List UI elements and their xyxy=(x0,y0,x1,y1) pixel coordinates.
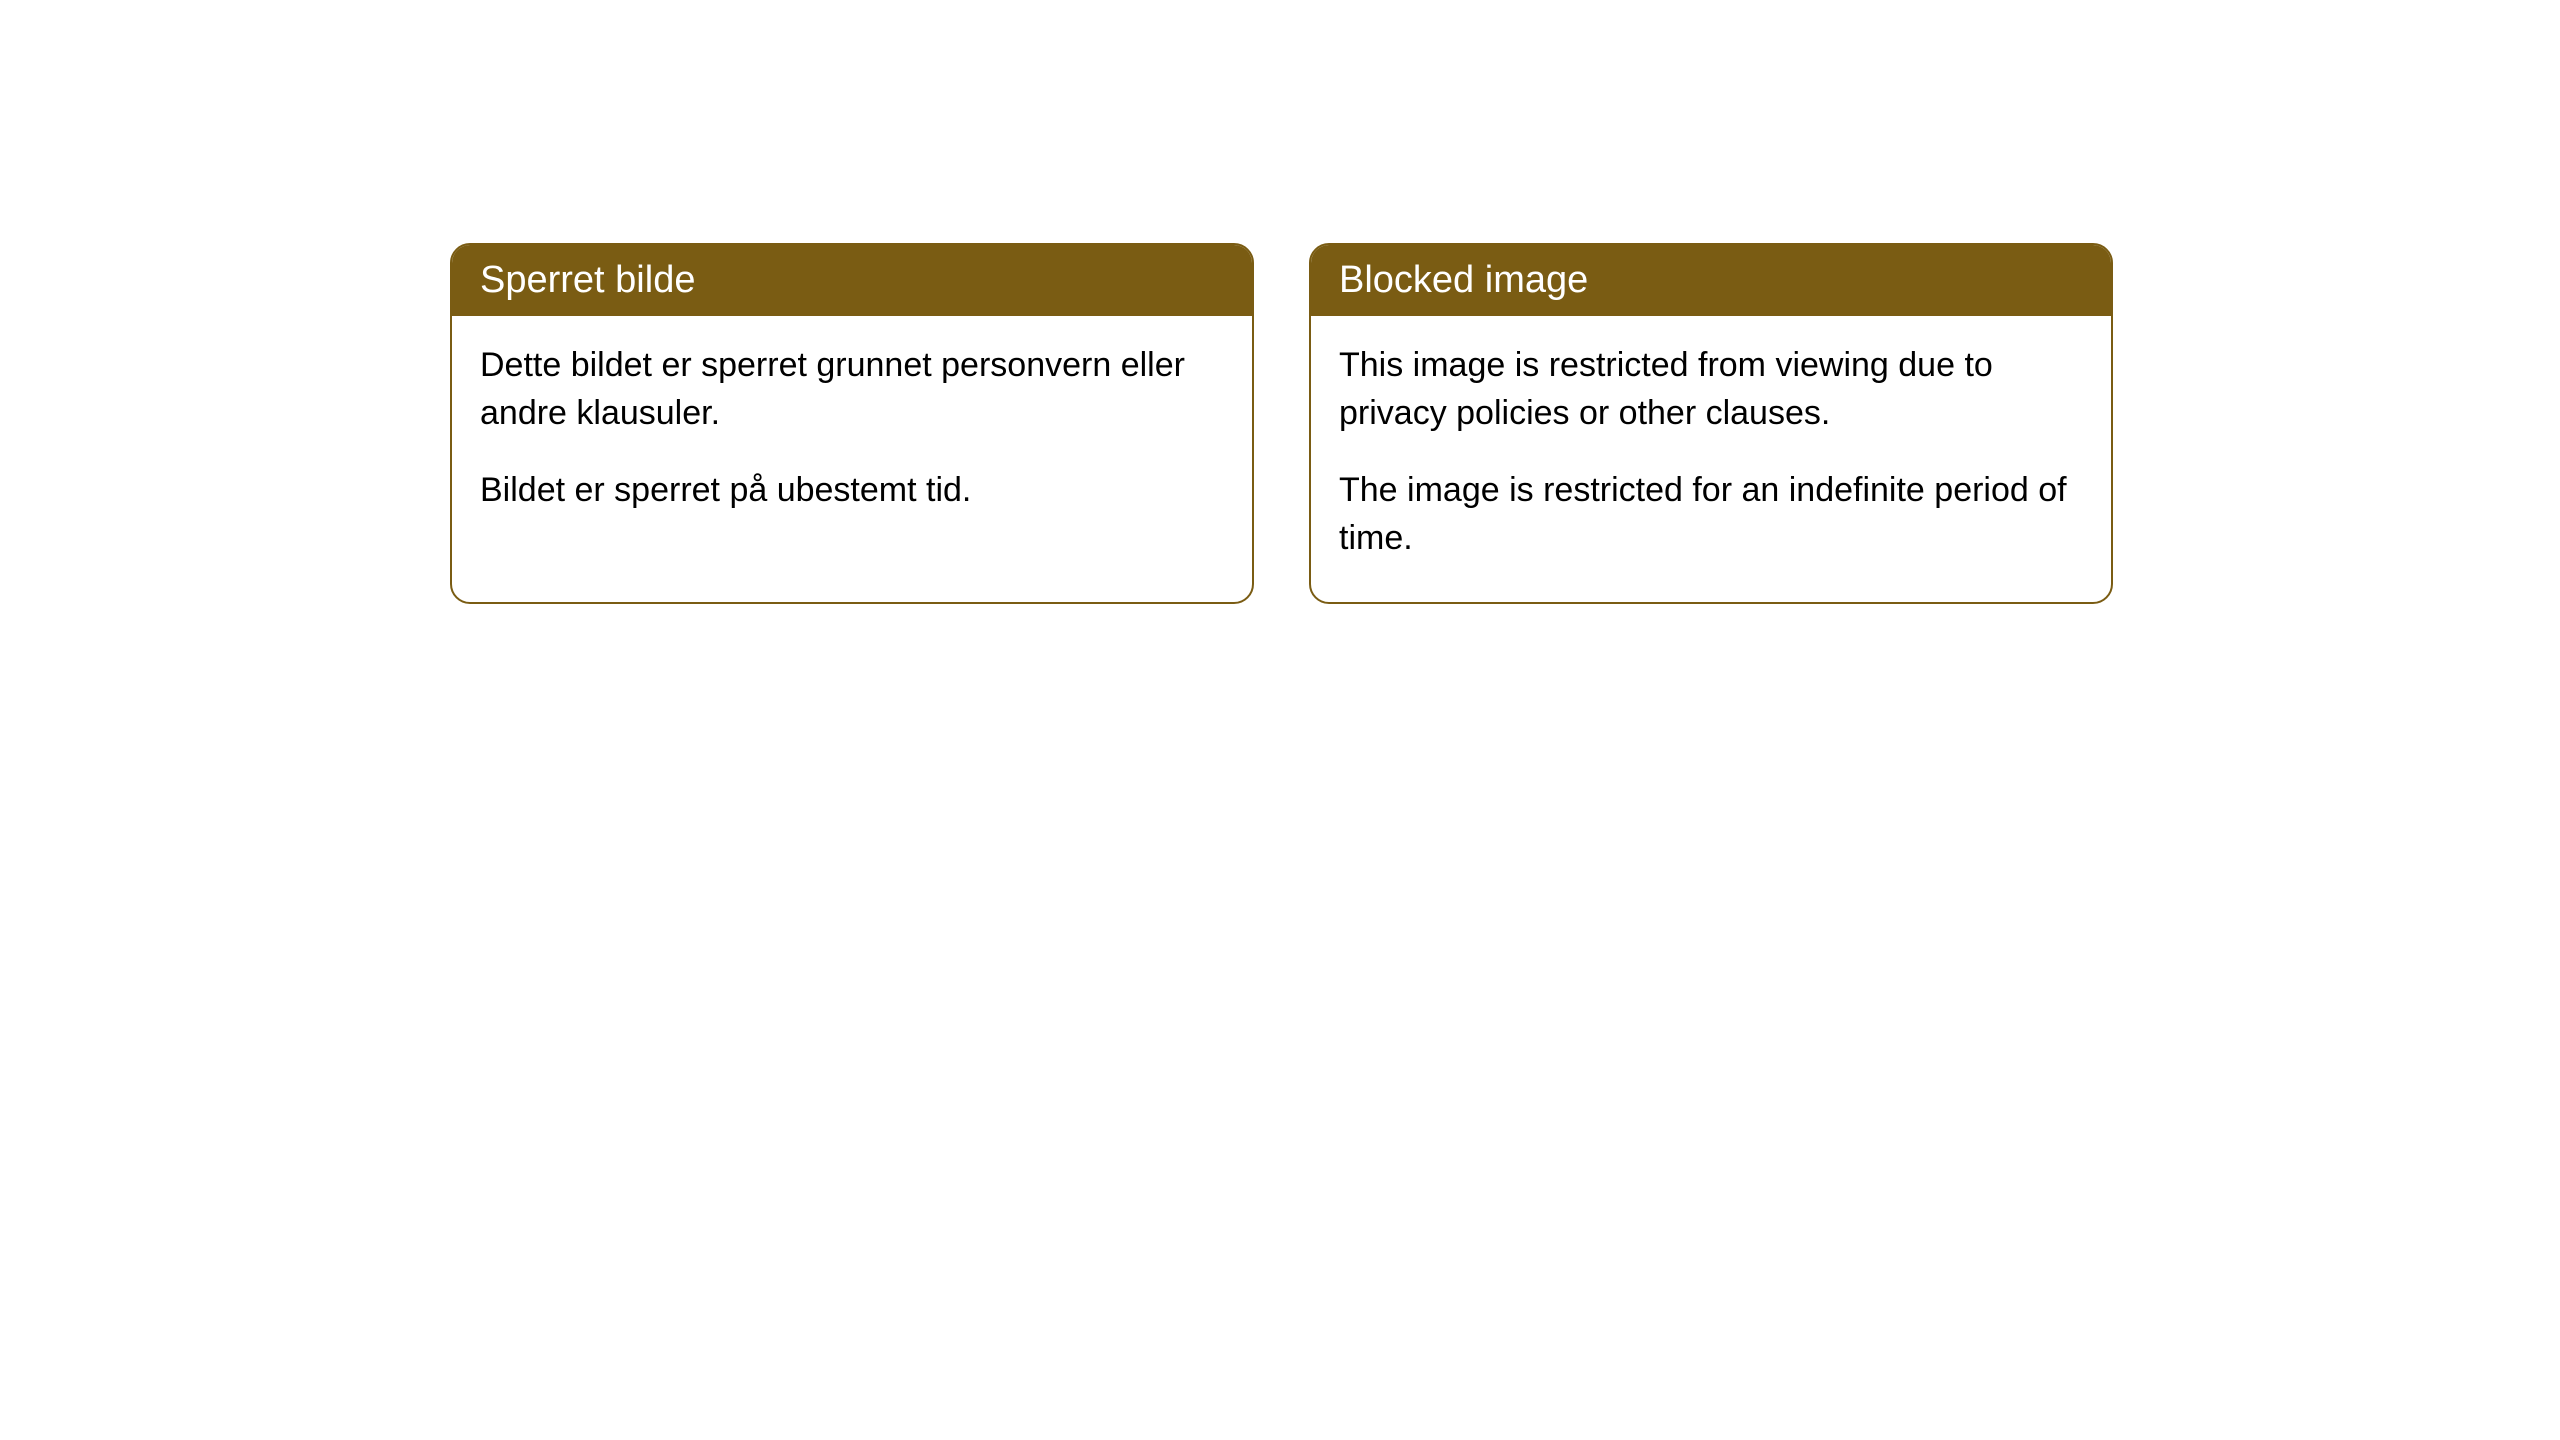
card-container: Sperret bilde Dette bildet er sperret gr… xyxy=(450,243,2113,604)
card-body: This image is restricted from viewing du… xyxy=(1311,316,2111,602)
card-paragraph-1: This image is restricted from viewing du… xyxy=(1339,342,2083,437)
blocked-image-card-english: Blocked image This image is restricted f… xyxy=(1309,243,2113,604)
card-body: Dette bildet er sperret grunnet personve… xyxy=(452,316,1252,555)
card-paragraph-1: Dette bildet er sperret grunnet personve… xyxy=(480,342,1224,437)
card-header: Blocked image xyxy=(1311,245,2111,316)
blocked-image-card-norwegian: Sperret bilde Dette bildet er sperret gr… xyxy=(450,243,1254,604)
card-header: Sperret bilde xyxy=(452,245,1252,316)
card-paragraph-2: Bildet er sperret på ubestemt tid. xyxy=(480,467,1224,515)
card-paragraph-2: The image is restricted for an indefinit… xyxy=(1339,467,2083,562)
